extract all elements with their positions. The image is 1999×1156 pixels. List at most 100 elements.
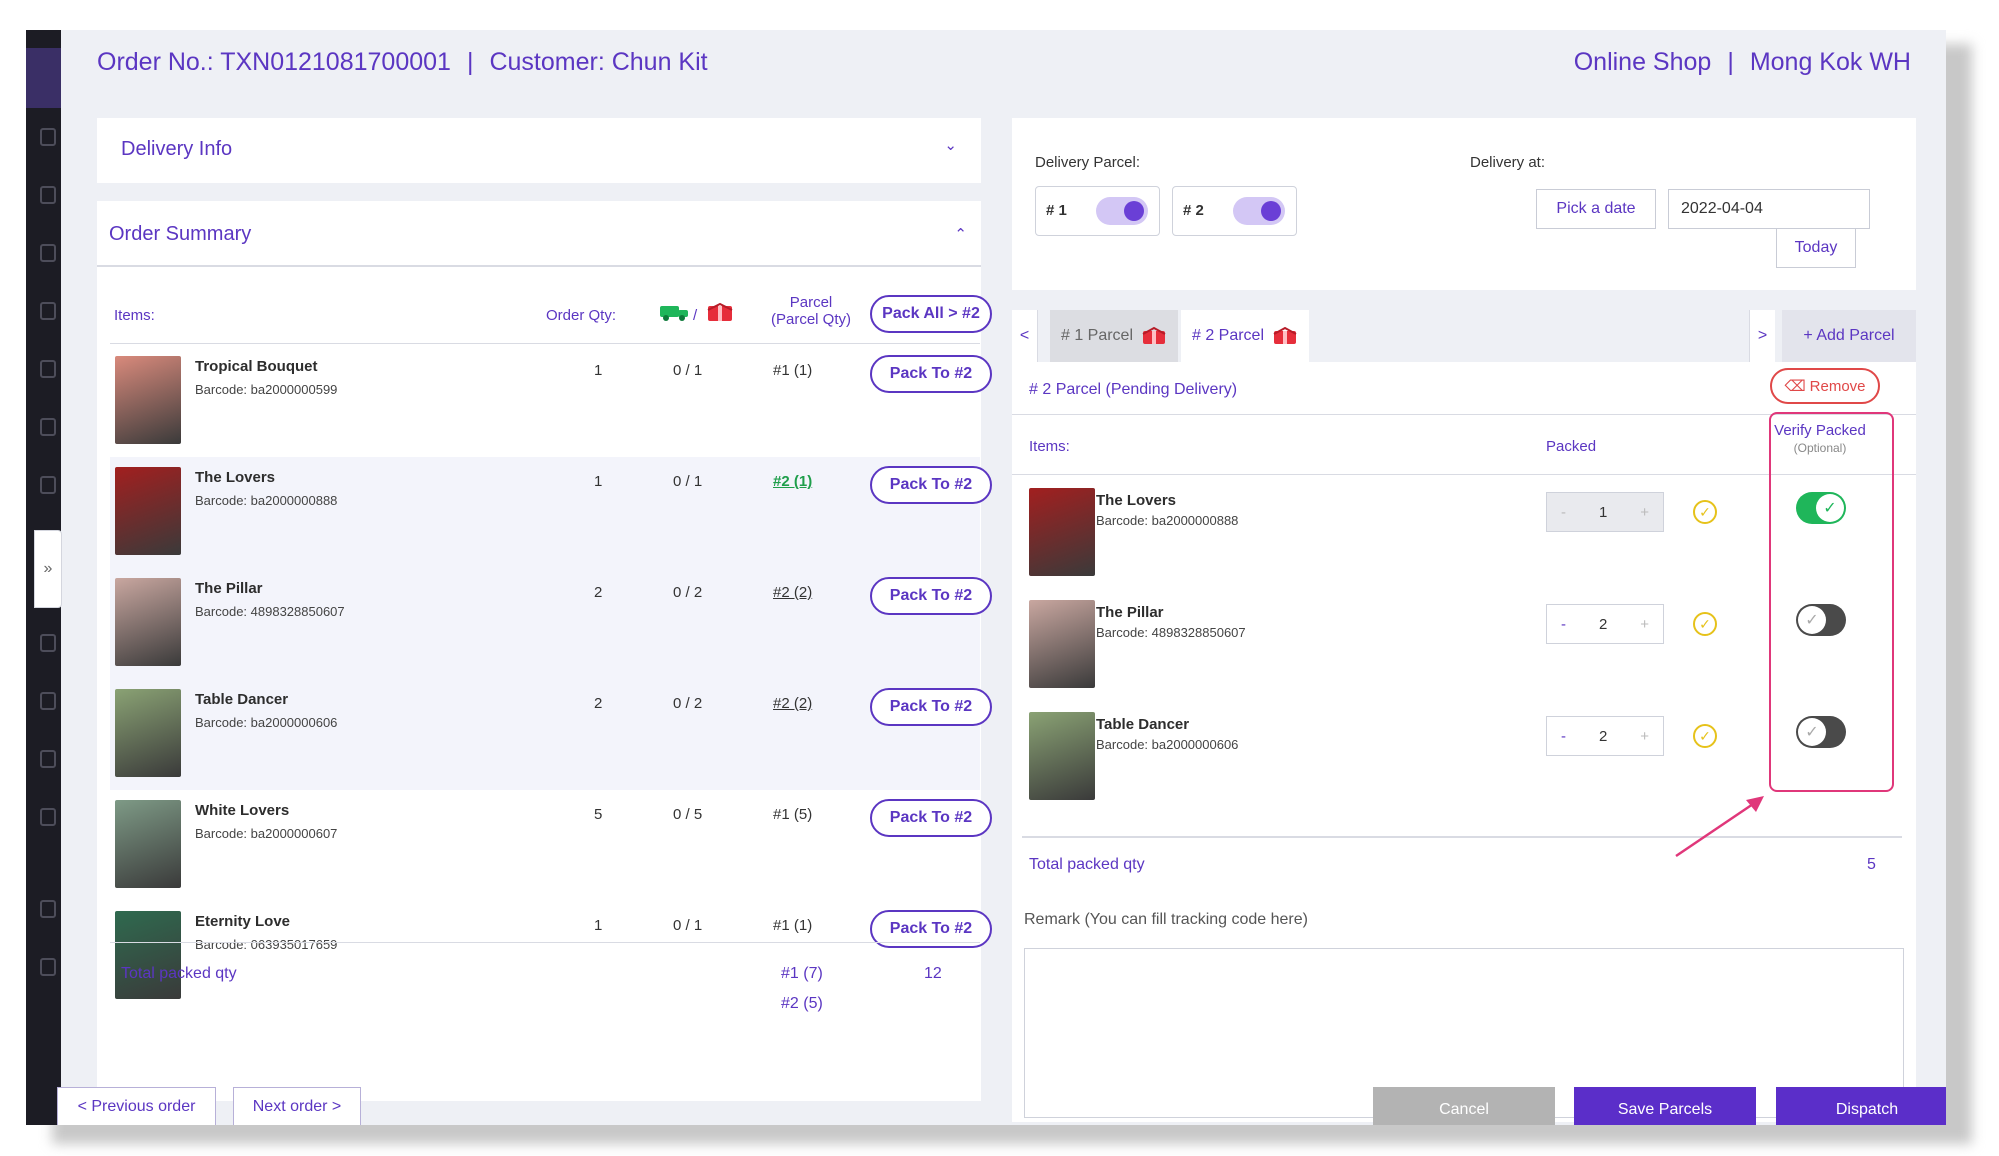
nav-icon[interactable]	[40, 634, 56, 652]
dispatch-button[interactable]: Dispatch	[1776, 1087, 1946, 1125]
divider	[110, 942, 980, 943]
product-thumbnail	[115, 800, 181, 888]
verify-packed-toggle[interactable]: ✓	[1796, 716, 1846, 748]
packed-qty-stepper[interactable]: - 2 +	[1546, 604, 1664, 644]
product-thumbnail	[115, 356, 181, 444]
chevron-up-icon[interactable]: ⌃	[954, 226, 967, 243]
packed-qty-stepper[interactable]: - 1 +	[1546, 492, 1664, 532]
check-circle-icon: ✓	[1693, 500, 1717, 524]
double-chevron-right-icon: »	[43, 560, 53, 577]
shop-name: Online Shop	[1573, 48, 1712, 76]
parcel-column-header: Parcel (Parcel Qty)	[751, 294, 871, 328]
tab-scroll-left[interactable]: <	[1012, 310, 1038, 362]
nav-icon[interactable]	[40, 418, 56, 436]
decrement-button[interactable]: -	[1561, 503, 1566, 521]
item-barcode: Barcode: 4898328850607	[1096, 625, 1246, 640]
expand-sidebar-handle[interactable]: »	[34, 530, 62, 608]
increment-button[interactable]: +	[1640, 727, 1649, 745]
packed-ratio: 0 / 1	[673, 473, 703, 490]
order-number: Order No.: TXN0121081700001	[97, 48, 451, 76]
check-circle-icon: ✓	[1693, 612, 1717, 636]
cancel-button[interactable]: Cancel	[1373, 1087, 1555, 1125]
order-qty-value: 1	[594, 362, 603, 379]
order-qty-value: 2	[594, 695, 603, 712]
chevron-down-icon[interactable]: ⌄	[944, 137, 957, 154]
packed-ratio: 0 / 1	[673, 362, 703, 379]
item-name: White Lovers	[195, 802, 290, 819]
item-barcode: Barcode: ba2000000606	[1096, 737, 1239, 752]
order-header: Order No.: TXN0121081700001 | Customer: Ch…	[97, 48, 708, 77]
delivery-info-panel[interactable]: Delivery Info ⌄	[97, 118, 981, 183]
tab-parcel-2[interactable]: # 2 Parcel	[1181, 310, 1309, 362]
parcel-assignment: #1 (1)	[773, 917, 813, 934]
nav-icon[interactable]	[40, 750, 56, 768]
pack-all-button[interactable]: Pack All > #2	[870, 295, 992, 333]
item-barcode: Barcode: ba2000000599	[195, 382, 338, 397]
check-circle-icon: ✓	[1798, 718, 1826, 746]
remark-label: Remark (You can fill tracking code here)	[1024, 911, 1308, 928]
annotation-arrow	[1675, 796, 1764, 858]
add-parcel-button[interactable]: + Add Parcel	[1782, 310, 1916, 362]
column-slash: /	[693, 307, 698, 324]
pick-date-button[interactable]: Pick a date	[1536, 189, 1656, 229]
pack-to-parcel-button[interactable]: Pack To #2	[870, 355, 992, 393]
tab-scroll-right[interactable]: >	[1749, 310, 1775, 362]
highlight-box	[1769, 412, 1894, 792]
item-name: The Pillar	[1096, 604, 1164, 621]
parcel-assignment[interactable]: #2 (2)	[773, 584, 813, 601]
nav-icon[interactable]	[40, 692, 56, 710]
divider	[1012, 414, 1916, 415]
previous-order-button[interactable]: < Previous order	[57, 1087, 216, 1125]
packed-ratio: 0 / 2	[673, 695, 703, 712]
increment-button[interactable]: +	[1640, 615, 1649, 633]
pack-to-parcel-button[interactable]: Pack To #2	[870, 799, 992, 837]
pack-to-parcel-button[interactable]: Pack To #2	[870, 577, 992, 615]
nav-icon[interactable]	[40, 302, 56, 320]
nav-icon[interactable]	[40, 186, 56, 204]
packed-column-header: Packed	[1546, 438, 1597, 455]
verify-packed-toggle[interactable]: ✓	[1796, 492, 1846, 524]
nav-icon[interactable]	[40, 360, 56, 378]
parcel-items-header: Items:	[1029, 438, 1070, 455]
decrement-button[interactable]: -	[1561, 615, 1566, 633]
header-separator: |	[1727, 48, 1734, 76]
packed-qty-stepper[interactable]: - 2 +	[1546, 716, 1664, 756]
pack-to-parcel-button[interactable]: Pack To #2	[870, 688, 992, 726]
toggle-knob	[1124, 201, 1144, 221]
order-qty-column-header: Order Qty:	[546, 307, 617, 324]
packed-qty-value: 1	[1598, 503, 1608, 521]
next-order-button[interactable]: Next order >	[233, 1087, 361, 1125]
pack-to-parcel-button[interactable]: Pack To #2	[870, 910, 992, 948]
item-barcode: Barcode: 4898328850607	[195, 604, 345, 619]
product-thumbnail	[115, 911, 181, 999]
parcel-1-delivery-toggle[interactable]	[1096, 197, 1148, 225]
parcel-box-icon	[1142, 326, 1166, 344]
order-summary-title: Order Summary	[109, 223, 252, 245]
cart-nav-item[interactable]	[26, 48, 61, 108]
increment-button[interactable]: +	[1640, 503, 1649, 521]
save-parcels-button[interactable]: Save Parcels	[1574, 1087, 1756, 1125]
trash-icon: ⌫	[1784, 378, 1806, 395]
nav-icon[interactable]	[40, 244, 56, 262]
toggle-knob	[1261, 201, 1281, 221]
remove-parcel-button[interactable]: ⌫ Remove	[1770, 368, 1880, 404]
pack-to-parcel-button[interactable]: Pack To #2	[870, 466, 992, 504]
parcel-2-delivery-toggle[interactable]	[1233, 197, 1285, 225]
decrement-button[interactable]: -	[1561, 727, 1566, 745]
nav-icon[interactable]	[40, 958, 56, 976]
tab-parcel-1[interactable]: # 1 Parcel	[1050, 310, 1178, 362]
delivery-date-input[interactable]: 2022-04-04	[1668, 189, 1870, 229]
nav-icon[interactable]	[40, 808, 56, 826]
parcel-box-icon	[1273, 326, 1297, 344]
delivery-at-label: Delivery at:	[1470, 154, 1546, 171]
nav-icon[interactable]	[40, 128, 56, 146]
nav-icon[interactable]	[40, 476, 56, 494]
parcel-assignment[interactable]: #2 (2)	[773, 695, 813, 712]
today-button[interactable]: Today	[1776, 228, 1856, 268]
parcel-2-toggle-box: # 2	[1172, 186, 1297, 236]
divider	[97, 265, 981, 267]
parcel-assignment[interactable]: #2 (1)	[773, 473, 813, 490]
verify-packed-toggle[interactable]: ✓	[1796, 604, 1846, 636]
order-qty-value: 1	[594, 473, 603, 490]
nav-icon[interactable]	[40, 900, 56, 918]
